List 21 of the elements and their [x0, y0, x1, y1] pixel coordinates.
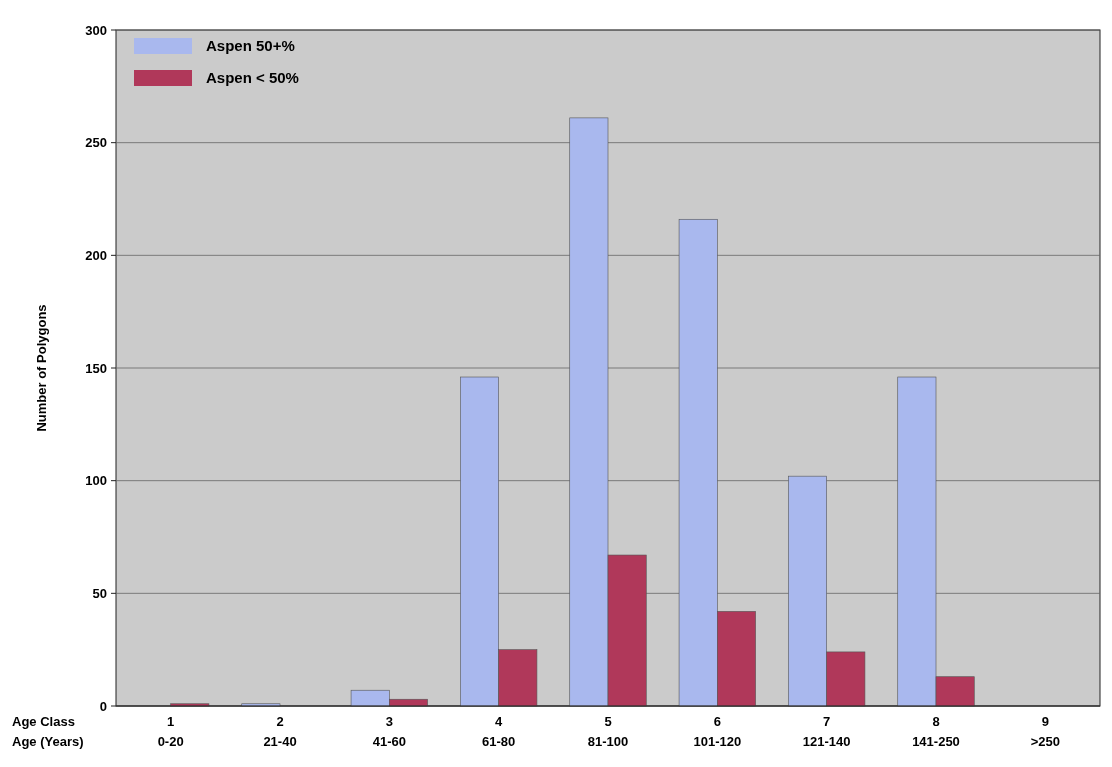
x-tick-label: 1 0-20: [157, 714, 184, 749]
y-tick-label: 250: [85, 135, 107, 151]
x-tick-label: 2 21-40: [263, 714, 297, 749]
y-tick-label: 100: [85, 473, 107, 489]
y-tick-label: 200: [85, 247, 107, 263]
x-tick-label: 9 >250: [1030, 714, 1060, 749]
x-tick-label: 8 141-250: [912, 714, 960, 749]
x-tick-label: 7 121-140: [802, 714, 851, 749]
y-axis-title: Number of Polygons: [34, 304, 49, 432]
y-tick-label: 300: [85, 22, 107, 38]
text: Age Class: [12, 714, 75, 729]
text: Age (Years): [12, 734, 84, 749]
legend-label: Aspen < 50%: [206, 69, 299, 87]
x-tick-label: 5 81-100: [587, 714, 629, 749]
x-tick-label: 4 61-80: [482, 714, 516, 749]
y-tick-label: 150: [85, 360, 107, 376]
x-tick-label: 3 41-60: [372, 714, 406, 749]
x-tick-label: 6 101-120: [693, 714, 742, 749]
y-tick-label: 50: [92, 585, 107, 601]
legend-label: Aspen 50+%: [206, 37, 295, 55]
y-tick-label: 0: [99, 698, 107, 714]
